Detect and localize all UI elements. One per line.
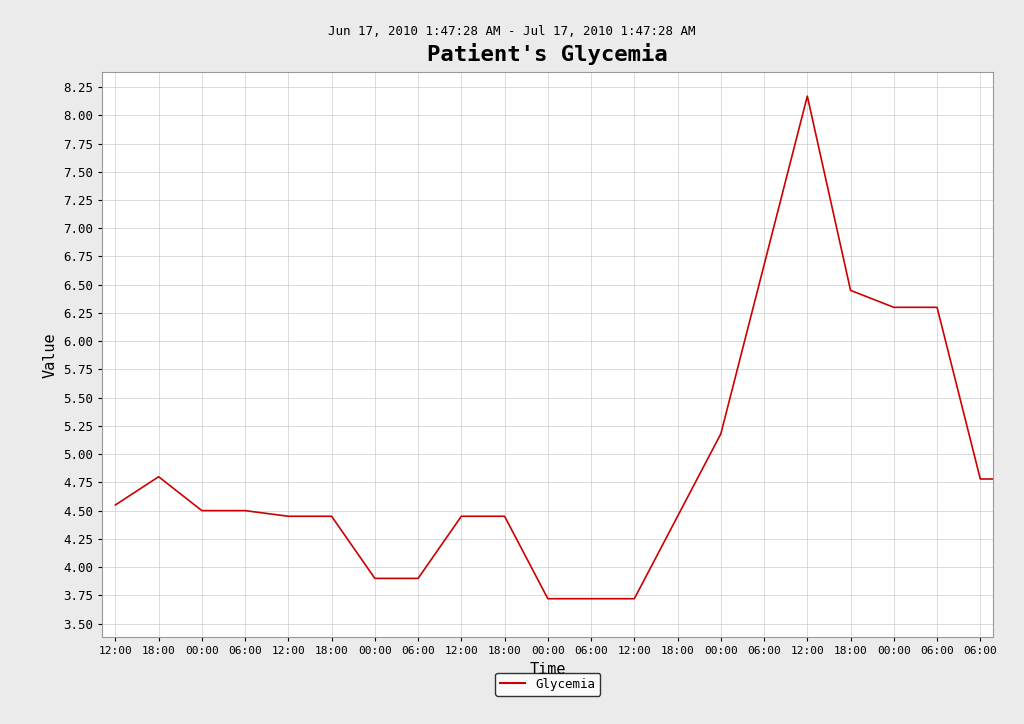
Y-axis label: Value: Value (43, 332, 57, 378)
Title: Patient's Glycemia: Patient's Glycemia (427, 43, 669, 65)
Legend: Glycemia: Glycemia (496, 673, 600, 696)
Text: Jun 17, 2010 1:47:28 AM - Jul 17, 2010 1:47:28 AM: Jun 17, 2010 1:47:28 AM - Jul 17, 2010 1… (329, 25, 695, 38)
X-axis label: Time: Time (529, 662, 566, 677)
